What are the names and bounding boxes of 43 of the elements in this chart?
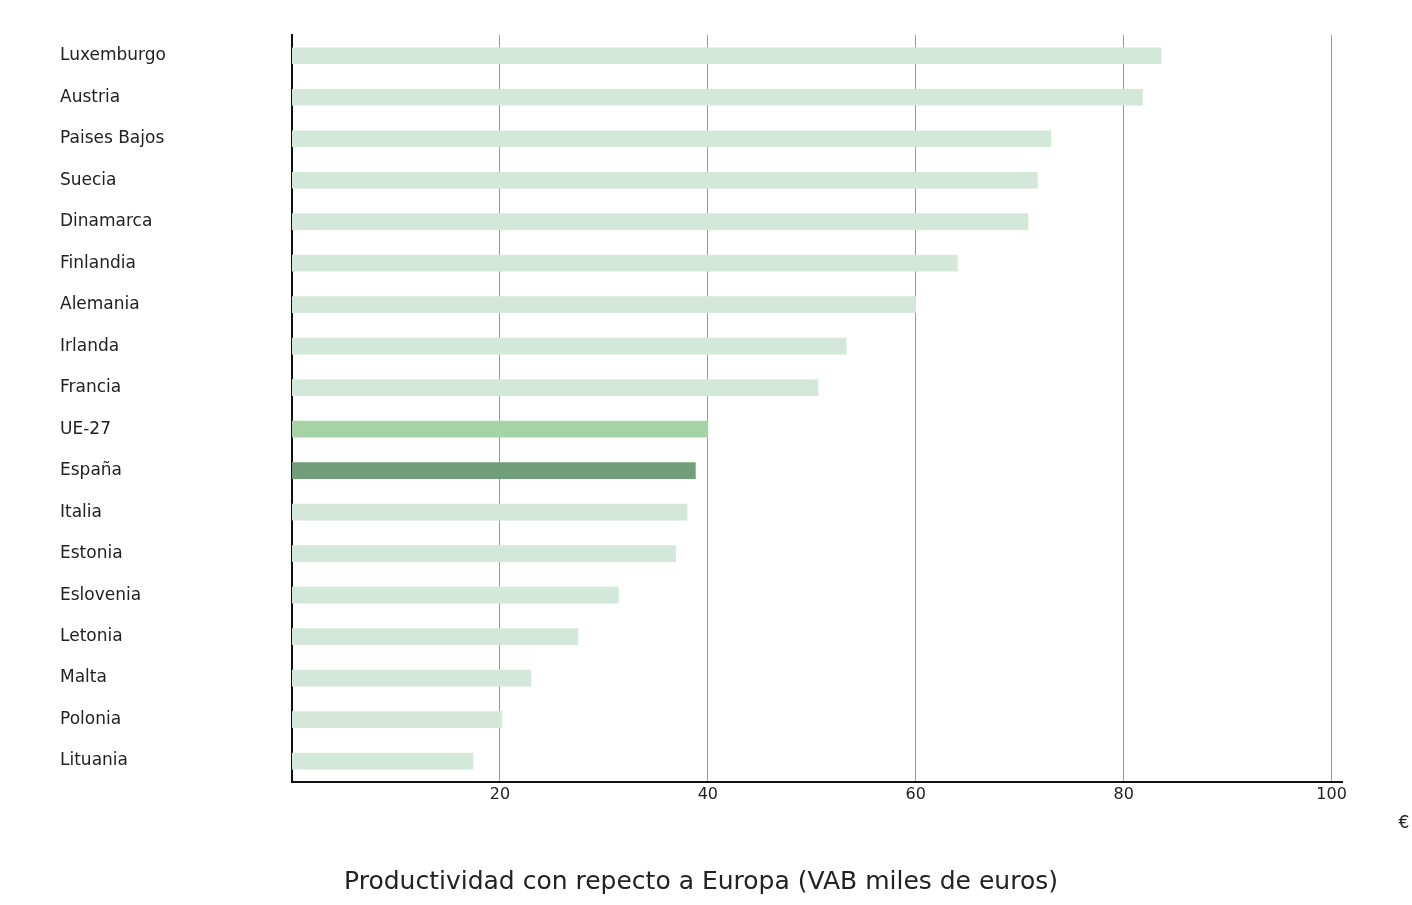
bar — [292, 254, 958, 272]
y-tick-label: Francia — [60, 376, 122, 397]
y-tick-label: Letonia — [60, 625, 123, 646]
bar — [292, 752, 474, 770]
x-tick-label: 60 — [905, 783, 926, 803]
bar — [292, 420, 709, 438]
bar — [292, 379, 819, 396]
y-tick-label: Suecia — [60, 168, 117, 189]
text: Productividad con repecto a Europa (VAB miles de euros) — [344, 865, 1058, 895]
bar — [292, 213, 1029, 231]
y-tick-label: Italia — [60, 500, 102, 521]
y-tick-label: Polonia — [60, 707, 122, 728]
bar — [292, 586, 619, 604]
y-tick-label: España — [60, 459, 122, 480]
bar — [292, 669, 532, 687]
y-tick-label: Luxemburgo — [60, 44, 166, 65]
x-tick-label: 80 — [1113, 783, 1134, 803]
bar — [292, 503, 688, 521]
y-tick-label: Irlanda — [60, 334, 120, 355]
y-tick-label: Finlandia — [60, 251, 136, 272]
bar — [292, 171, 1038, 189]
y-tick-label: Alemania — [60, 293, 140, 314]
bar — [292, 337, 847, 355]
x-axis-title: € — [1398, 811, 1410, 832]
bar — [292, 296, 917, 314]
x-tick-label: 20 — [489, 783, 511, 803]
bar — [292, 88, 1143, 106]
bar — [292, 545, 676, 562]
y-tick-label: UE-27 — [60, 417, 111, 438]
y-tick-label: Austria — [60, 85, 121, 106]
bar — [292, 711, 503, 728]
y-tick-label: Dinamarca — [60, 210, 153, 231]
x-tick-label: 100 — [1316, 783, 1347, 803]
bar — [292, 47, 1162, 65]
bar — [292, 130, 1052, 148]
y-tick-label: Eslovenia — [60, 583, 142, 604]
bar — [292, 628, 579, 645]
y-tick-label: Malta — [60, 666, 107, 687]
bar — [292, 462, 696, 479]
y-tick-label: Paises Bajos — [60, 127, 165, 148]
y-tick-label: Estonia — [60, 542, 123, 563]
x-tick-label: 40 — [697, 783, 719, 803]
y-tick-label: Lituania — [60, 749, 128, 770]
